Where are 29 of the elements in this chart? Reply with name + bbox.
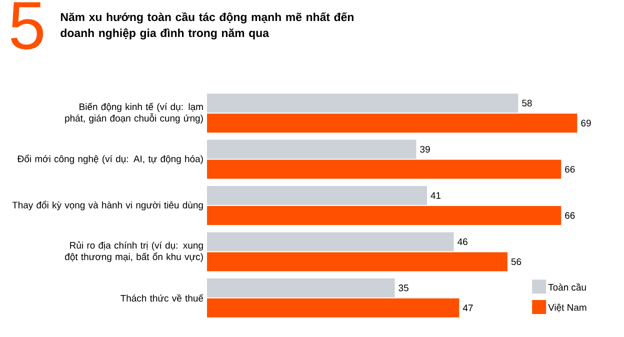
text: 5	[10, 2, 44, 50]
bar	[207, 140, 416, 159]
bar	[207, 206, 562, 226]
data-label: 66	[565, 212, 575, 219]
data-label: 69	[581, 120, 591, 126]
y-tick-label: Rủi ro địa chính trị (ví dụ: xung đột thương mại, bất ổn khu vực)	[65, 241, 203, 262]
data-label: 56	[511, 258, 522, 266]
legend-label: Toàn cầu	[548, 283, 586, 291]
y-tick-label: Biến động kinh tế (ví dụ: lạm phát, gián đoạn chuỗi cung ứng)	[65, 102, 203, 124]
data-label: 66	[565, 166, 575, 173]
bar	[207, 232, 454, 252]
data-label: 47	[462, 304, 473, 312]
data-label: 41	[430, 192, 441, 199]
data-label: 46	[458, 238, 468, 246]
bar	[207, 298, 460, 318]
bar	[207, 186, 427, 205]
bar	[207, 160, 562, 179]
bar	[207, 252, 508, 272]
data-label: 35	[398, 284, 408, 292]
bar	[207, 114, 578, 133]
bar	[207, 94, 518, 113]
chart-title: Năm xu hướng toàn cầu tác động mạnh mẽ nhất đến doanh nghiệp gia đình trong năm qua	[60, 12, 354, 40]
y-tick-label: Thách thức về thuế	[120, 294, 204, 302]
y-tick-label: Thay đổi kỳ vọng và hành vi người tiêu dùng	[12, 200, 203, 210]
y-tick-label: Đổi mới công nghệ (ví dụ: AI, tự động hóa)	[17, 154, 203, 164]
data-label: 58	[522, 100, 532, 106]
bar	[207, 278, 395, 298]
data-label: 39	[420, 146, 430, 153]
legend-label: Việt Nam	[548, 304, 586, 312]
